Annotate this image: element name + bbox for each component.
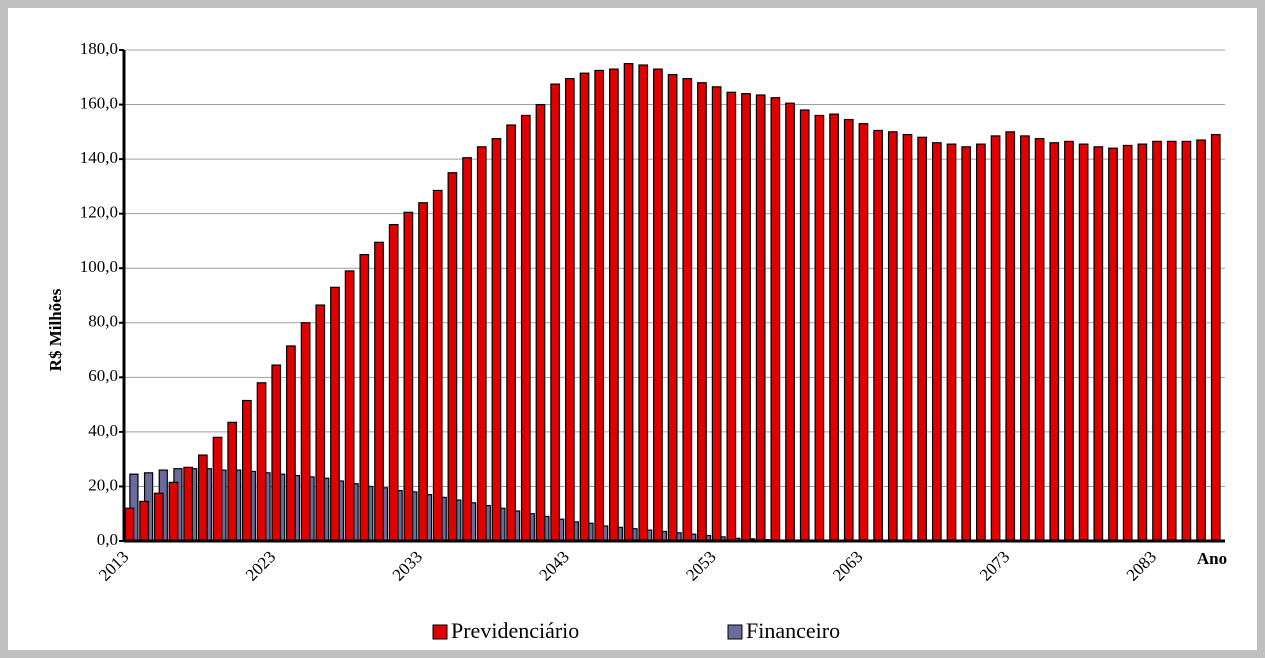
bar [1196, 139, 1206, 542]
bar [403, 211, 414, 542]
bar [227, 421, 238, 542]
bar [139, 500, 149, 542]
bar [609, 68, 619, 542]
bar [1122, 144, 1133, 542]
bar [153, 492, 164, 542]
y-tick-label: 120,0 [80, 203, 118, 222]
legend-swatch [432, 624, 448, 640]
bar [843, 118, 854, 542]
bar [1034, 138, 1045, 542]
bar [946, 143, 957, 542]
y-tick-label: 40,0 [88, 421, 118, 440]
bar [447, 172, 458, 542]
bar [564, 78, 575, 542]
bar [638, 64, 649, 542]
x-axis-label: Ano [1197, 549, 1227, 568]
bar [770, 97, 781, 542]
bar [931, 142, 942, 542]
bar [418, 202, 428, 542]
bar [388, 223, 399, 542]
bar [741, 93, 751, 542]
bar [1049, 142, 1060, 542]
y-tick-label: 160,0 [80, 93, 118, 112]
y-tick-label: 100,0 [80, 257, 118, 276]
bar [1166, 140, 1177, 542]
bar [829, 113, 839, 542]
bar [359, 253, 370, 542]
bar [256, 382, 267, 542]
bar [902, 133, 913, 542]
bar [462, 157, 472, 542]
bar [755, 94, 766, 542]
bar [506, 124, 516, 542]
bar [271, 364, 282, 542]
bar [1181, 140, 1192, 542]
bar [653, 68, 663, 542]
legend-swatch [727, 624, 743, 640]
bar [785, 102, 795, 542]
y-tick-label: 140,0 [80, 148, 118, 167]
y-tick-label: 0,0 [97, 530, 118, 549]
bar [726, 91, 737, 542]
bar [1108, 147, 1118, 542]
bar [1064, 140, 1074, 542]
bar [1078, 143, 1089, 542]
bar [300, 322, 311, 542]
bar [520, 114, 531, 542]
bar [1152, 140, 1162, 542]
y-tick-label: 80,0 [88, 312, 118, 331]
bar [168, 481, 179, 542]
legend-label: Financeiro [746, 618, 840, 643]
bar [1005, 131, 1016, 542]
bar [491, 138, 502, 542]
bar [594, 69, 605, 542]
bar [315, 304, 326, 542]
bar [1020, 135, 1030, 542]
bar [961, 146, 972, 542]
bar [814, 114, 825, 542]
bar [432, 189, 443, 542]
bar [374, 241, 384, 542]
bar [682, 78, 693, 542]
bar [197, 454, 208, 542]
bar [535, 103, 546, 542]
bar [623, 63, 634, 542]
bar [183, 466, 194, 542]
y-axis-label: R$ Milhões [46, 288, 65, 371]
bar [858, 123, 869, 542]
bar [667, 73, 678, 542]
bar [976, 143, 986, 542]
legend-label: Previdenciário [451, 618, 579, 643]
bar [286, 345, 296, 542]
y-tick-label: 180,0 [80, 39, 118, 58]
bar [917, 136, 928, 542]
bar [887, 131, 898, 542]
bar [990, 135, 1001, 542]
bar [550, 83, 561, 542]
y-tick-label: 60,0 [88, 366, 118, 385]
bar [1093, 146, 1104, 542]
bar [124, 507, 135, 542]
bar [799, 109, 810, 542]
bar [330, 286, 340, 542]
y-tick-label: 20,0 [88, 475, 118, 494]
bar [242, 399, 252, 542]
bar [873, 129, 883, 542]
bar [212, 436, 223, 542]
bar [1210, 133, 1221, 542]
bar [579, 72, 590, 542]
bar [476, 146, 487, 542]
bar [697, 82, 707, 542]
bar [711, 86, 722, 542]
bar [344, 270, 355, 542]
bar [1137, 143, 1148, 542]
